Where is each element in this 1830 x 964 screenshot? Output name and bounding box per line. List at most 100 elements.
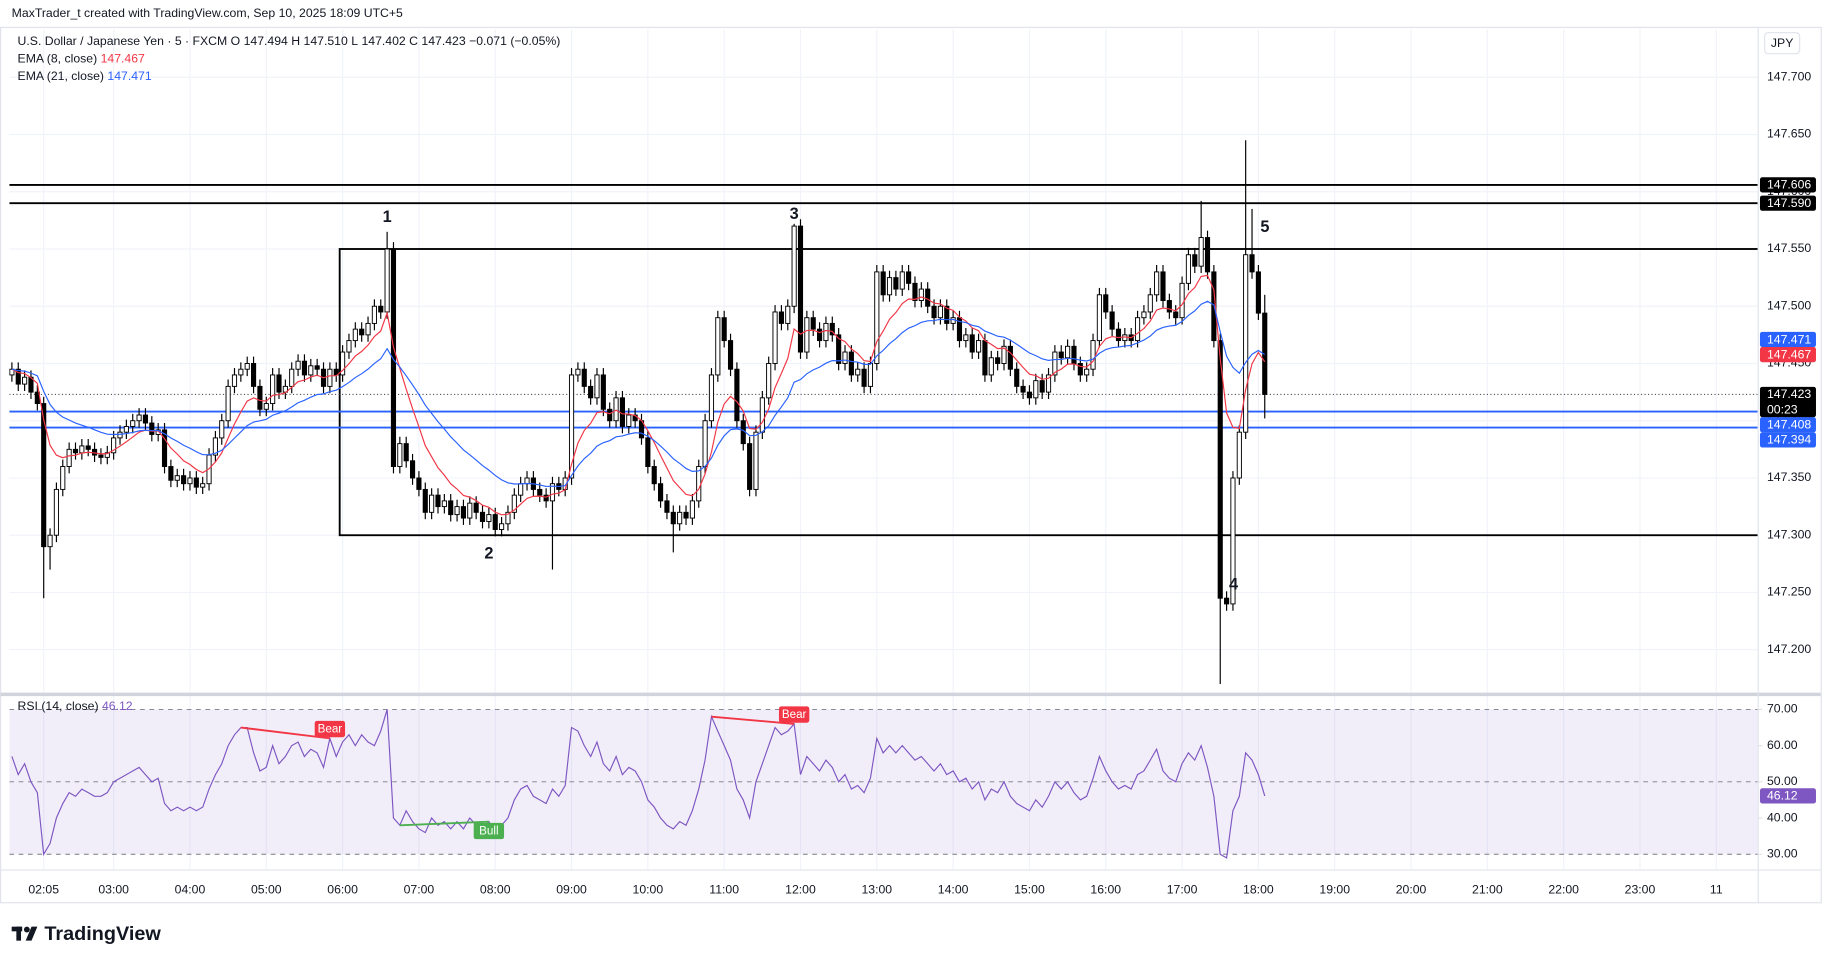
price-pane (9, 140, 1758, 685)
candle-body (1103, 294, 1109, 313)
candle-body (880, 271, 886, 296)
candle-body (549, 483, 556, 502)
candle-body (1020, 385, 1026, 393)
candle-body (1198, 237, 1204, 267)
candle-body (1249, 254, 1255, 273)
candle-body (931, 305, 937, 319)
candle-body (136, 414, 142, 422)
ohlc-value: 147.402 (361, 34, 405, 48)
candle-body (1045, 374, 1052, 393)
currency[interactable]: JPY (1771, 36, 1793, 50)
candle-body (778, 311, 784, 324)
candle-body (721, 317, 727, 342)
rsi-tick-label: 50.00 (1767, 774, 1798, 788)
candle-body (263, 403, 269, 410)
candle-body (244, 363, 250, 370)
candle-body (1147, 294, 1153, 313)
x-tick-label: 15:00 (1014, 883, 1045, 897)
candle-body (111, 437, 117, 454)
candle-body (664, 500, 670, 513)
candle-body (486, 514, 492, 522)
candle-body (327, 368, 333, 387)
candle-body (1109, 311, 1115, 330)
candle-body (1173, 311, 1179, 319)
candle-body (416, 477, 422, 490)
candle-body (575, 368, 581, 376)
candle-body (72, 448, 79, 454)
candle-body (104, 452, 110, 458)
candle-body (371, 305, 377, 324)
candle-body (1096, 294, 1102, 342)
currency-button[interactable] (1764, 32, 1801, 55)
candle-body (295, 360, 301, 370)
candle-body (98, 454, 104, 458)
candle-body (1204, 237, 1211, 273)
ema-line (11, 274, 1266, 516)
candle-body (537, 488, 543, 496)
y-tick-label: 147.300 (1767, 527, 1811, 541)
candle-body (1217, 340, 1223, 599)
candle-body (677, 511, 683, 525)
candle-body (181, 475, 187, 485)
rsi-pane (9, 708, 1758, 859)
price-tag-label: 147.606 (1767, 178, 1811, 192)
candle-body (867, 363, 874, 387)
price-tag (1759, 177, 1816, 193)
y-tick-label: 147.550 (1767, 241, 1811, 255)
x-tick-label: 07:00 (404, 883, 435, 897)
candle-body (1065, 345, 1071, 359)
price-tag (1759, 386, 1816, 418)
candle-body (308, 365, 314, 376)
price-tag (1759, 417, 1816, 433)
ohlc-key: H (291, 34, 300, 48)
candle-body (747, 443, 753, 490)
candle-body (352, 328, 358, 342)
candle-body (340, 351, 346, 376)
candle-body (15, 368, 21, 385)
change: −0.071 (469, 34, 507, 48)
candle-body (47, 534, 53, 548)
candle-body (505, 511, 511, 525)
y-tick-label: 147.350 (1767, 470, 1811, 484)
x-tick-label: 10:00 (633, 883, 664, 897)
logo-part (23, 926, 30, 933)
candle-body (848, 351, 854, 376)
candle-body (193, 477, 199, 488)
candle-body (683, 511, 689, 519)
candle-body (1230, 477, 1236, 605)
divergence-line (711, 715, 795, 725)
candle-body (963, 334, 969, 342)
candle-body (772, 311, 778, 364)
divergence-tag (314, 720, 346, 738)
legend-row: RSI (14, close) 46.12 (18, 699, 133, 713)
candle-body (658, 483, 664, 502)
candle-body (651, 466, 657, 485)
annotation: 3 (790, 205, 799, 223)
x-tick-label: 13:00 (861, 883, 892, 897)
candle-body (212, 437, 218, 456)
ohlc-value: 147.510 (304, 34, 348, 48)
candle-body (365, 322, 371, 336)
rsi-tick-label: 30.00 (1767, 846, 1798, 860)
candle-body (874, 271, 880, 364)
rsi-name: RSI (14, close) (18, 699, 99, 713)
candle-body (766, 363, 772, 399)
candle-body (1077, 363, 1083, 376)
candle-body (1255, 271, 1261, 314)
candle-body (409, 460, 416, 479)
change-pct: (−0.05%) (510, 34, 560, 48)
candle-body (250, 363, 257, 387)
x-tick-label: 11 (1710, 883, 1723, 897)
divergence-label: Bull (479, 825, 498, 838)
x-tick-label: 02:05 (28, 883, 59, 897)
x-tick-label: 06:00 (327, 883, 358, 897)
y-tick-label: 147.250 (1767, 585, 1811, 599)
rsi-tick-label: 70.00 (1767, 702, 1798, 716)
candle-body (142, 414, 149, 424)
candle-body (479, 511, 486, 522)
price-tag-label: 147.394 (1767, 433, 1811, 447)
divergence-label: Bear (782, 708, 807, 721)
candle-body (855, 368, 861, 376)
candle-body (403, 443, 409, 462)
candle-body (1141, 311, 1147, 319)
